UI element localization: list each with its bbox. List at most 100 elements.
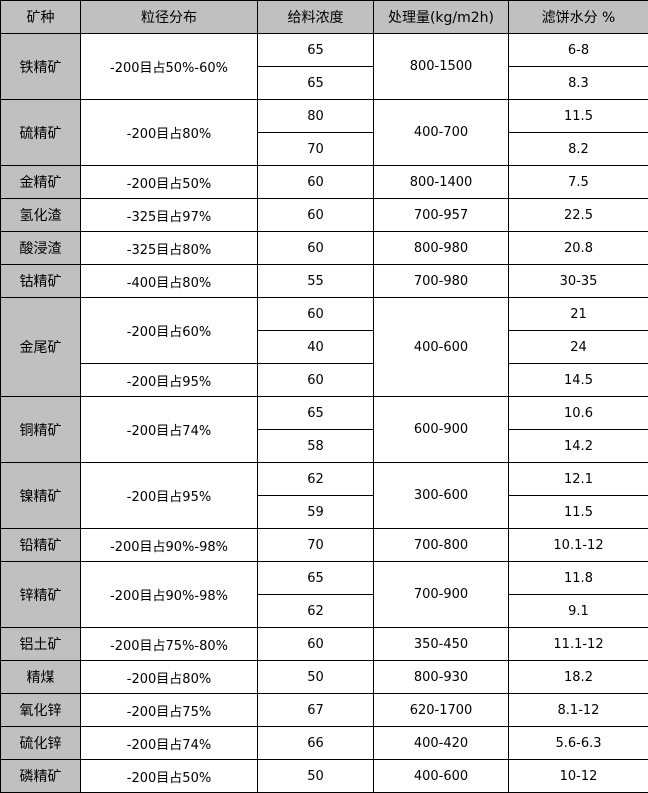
table-row: 65 8.3	[1, 66, 648, 100]
mineral-cell: 金尾矿	[0, 297, 81, 397]
mineral-cell: 硫化锌	[0, 726, 81, 760]
feed-concentration-cell: 60	[257, 231, 374, 265]
mineral-cell: 金精矿	[0, 165, 81, 199]
mineral-cell: 铁精矿	[0, 33, 81, 100]
mineral-cell: 镍精矿	[0, 462, 81, 529]
table-row: 62 9.1	[1, 594, 648, 628]
table-row: -200目占95% 60 14.5	[1, 363, 648, 397]
throughput-cell: 800-1400	[373, 165, 509, 199]
feed-concentration-cell: 50	[257, 759, 374, 793]
table-row: 硫精矿 -200目占80% 80 400-700 11.5	[0, 99, 648, 166]
throughput-cell: 400-600	[373, 759, 509, 793]
feed-concentration-cell: 60	[257, 363, 374, 397]
feed-concentration-cell: 70	[257, 528, 374, 562]
throughput-cell: 800-930	[373, 660, 509, 694]
table-row: 铜精矿 -200目占74% 65 600-900 10.6	[0, 396, 648, 463]
table-row: 铁精矿 -200目占50%-60% 65 800-1500 6-8	[0, 33, 648, 100]
table-row: 58 14.2	[1, 429, 648, 463]
feed-concentration-cell: 65	[257, 66, 374, 100]
cake-moisture-cell: 11.8	[508, 561, 648, 595]
feed-concentration-cell: 58	[257, 429, 374, 463]
table-row: 70 8.2	[1, 132, 648, 166]
feed-concentration-cell: 60	[257, 297, 374, 331]
cake-moisture-cell: 14.5	[508, 363, 648, 397]
cake-moisture-cell: 18.2	[508, 660, 648, 694]
feed-concentration-cell: 65	[257, 561, 374, 595]
cake-moisture-cell: 21	[508, 297, 648, 331]
mineral-cell: 氢化渣	[0, 198, 81, 232]
mineral-cell: 锌精矿	[0, 561, 81, 628]
table-row: 酸浸渣 -325目占80% 60 800-980 20.8	[0, 231, 648, 265]
feed-concentration-cell: 60	[257, 627, 374, 661]
feed-concentration-cell: 65	[257, 396, 374, 430]
particle-size-cell: -325目占80%	[80, 231, 258, 265]
particle-size-cell: -325目占97%	[80, 198, 258, 232]
header-feed-concentration: 给料浓度	[257, 0, 374, 34]
feed-concentration-cell: 62	[257, 462, 374, 496]
feed-concentration-cell: 60	[257, 198, 374, 232]
throughput-cell: 700-980	[373, 264, 509, 298]
cake-moisture-cell: 12.1	[508, 462, 648, 496]
throughput-cell: 700-900	[373, 561, 509, 628]
particle-size-cell: -400目占80%	[80, 264, 258, 298]
table-row: 铝土矿 -200目占75%-80% 60 350-450 11.1-12	[0, 627, 648, 661]
throughput-cell: 400-700	[373, 99, 509, 166]
mineral-cell: 钴精矿	[0, 264, 81, 298]
cake-moisture-cell: 24	[508, 330, 648, 364]
header-mineral: 矿种	[0, 0, 81, 34]
particle-size-cell: -200目占50%	[80, 165, 258, 199]
particle-size-cell: -200目占50%	[80, 759, 258, 793]
cake-moisture-cell: 9.1	[508, 594, 648, 628]
throughput-cell: 700-957	[373, 198, 509, 232]
particle-size-cell: -200目占75%-80%	[80, 627, 258, 661]
table-row: 金尾矿 -200目占60% 60 400-600 21	[0, 297, 648, 397]
table-row: 59 11.5	[1, 495, 648, 529]
table-row: 精煤 -200目占80% 50 800-930 18.2	[0, 660, 648, 694]
throughput-cell: 350-450	[373, 627, 509, 661]
feed-concentration-cell: 65	[257, 33, 374, 67]
cake-moisture-cell: 30-35	[508, 264, 648, 298]
mineral-cell: 磷精矿	[0, 759, 81, 793]
cake-moisture-cell: 8.3	[508, 66, 648, 100]
particle-size-cell: -200目占80%	[80, 660, 258, 694]
particle-size-cell: -200目占90%-98%	[80, 528, 258, 562]
table-row: 镍精矿 -200目占95% 62 300-600 12.1	[0, 462, 648, 529]
particle-size-cell: -200目占90%-98%	[80, 561, 258, 628]
feed-concentration-cell: 59	[257, 495, 374, 529]
table-row: 氢化渣 -325目占97% 60 700-957 22.5	[0, 198, 648, 232]
feed-concentration-cell: 60	[257, 165, 374, 199]
feed-concentration-cell: 70	[257, 132, 374, 166]
particle-size-cell: -200目占75%	[80, 693, 258, 727]
mineral-cell: 硫精矿	[0, 99, 81, 166]
table-row: 氧化锌 -200目占75% 67 620-1700 8.1-12	[0, 693, 648, 727]
cake-moisture-cell: 8.1-12	[508, 693, 648, 727]
cake-moisture-cell: 14.2	[508, 429, 648, 463]
cake-moisture-cell: 7.5	[508, 165, 648, 199]
header-cake-moisture: 滤饼水分 %	[508, 0, 648, 34]
feed-concentration-cell: 62	[257, 594, 374, 628]
cake-moisture-cell: 5.6-6.3	[508, 726, 648, 760]
throughput-cell: 800-1500	[373, 33, 509, 100]
throughput-cell: 620-1700	[373, 693, 509, 727]
feed-concentration-cell: 66	[257, 726, 374, 760]
feed-concentration-cell: 50	[257, 660, 374, 694]
mineral-cell: 酸浸渣	[0, 231, 81, 265]
throughput-cell: 800-980	[373, 231, 509, 265]
table-row: 钴精矿 -400目占80% 55 700-980 30-35	[0, 264, 648, 298]
throughput-cell: 400-600	[373, 297, 509, 397]
throughput-cell: 400-420	[373, 726, 509, 760]
mineral-cell: 铅精矿	[0, 528, 81, 562]
particle-size-cell: -200目占74%	[80, 726, 258, 760]
cake-moisture-cell: 8.2	[508, 132, 648, 166]
table-row: 金精矿 -200目占50% 60 800-1400 7.5	[0, 165, 648, 199]
cake-moisture-cell: 10.1-12	[508, 528, 648, 562]
mineral-cell: 精煤	[0, 660, 81, 694]
table-row: 硫化锌 -200目占74% 66 400-420 5.6-6.3	[0, 726, 648, 760]
cake-moisture-cell: 20.8	[508, 231, 648, 265]
cake-moisture-cell: 10.6	[508, 396, 648, 430]
table-row: 磷精矿 -200目占50% 50 400-600 10-12	[0, 759, 648, 793]
particle-size-cell: -200目占95%	[80, 462, 258, 529]
particle-size-cell: -200目占60%	[80, 297, 258, 364]
cake-moisture-cell: 11.1-12	[508, 627, 648, 661]
